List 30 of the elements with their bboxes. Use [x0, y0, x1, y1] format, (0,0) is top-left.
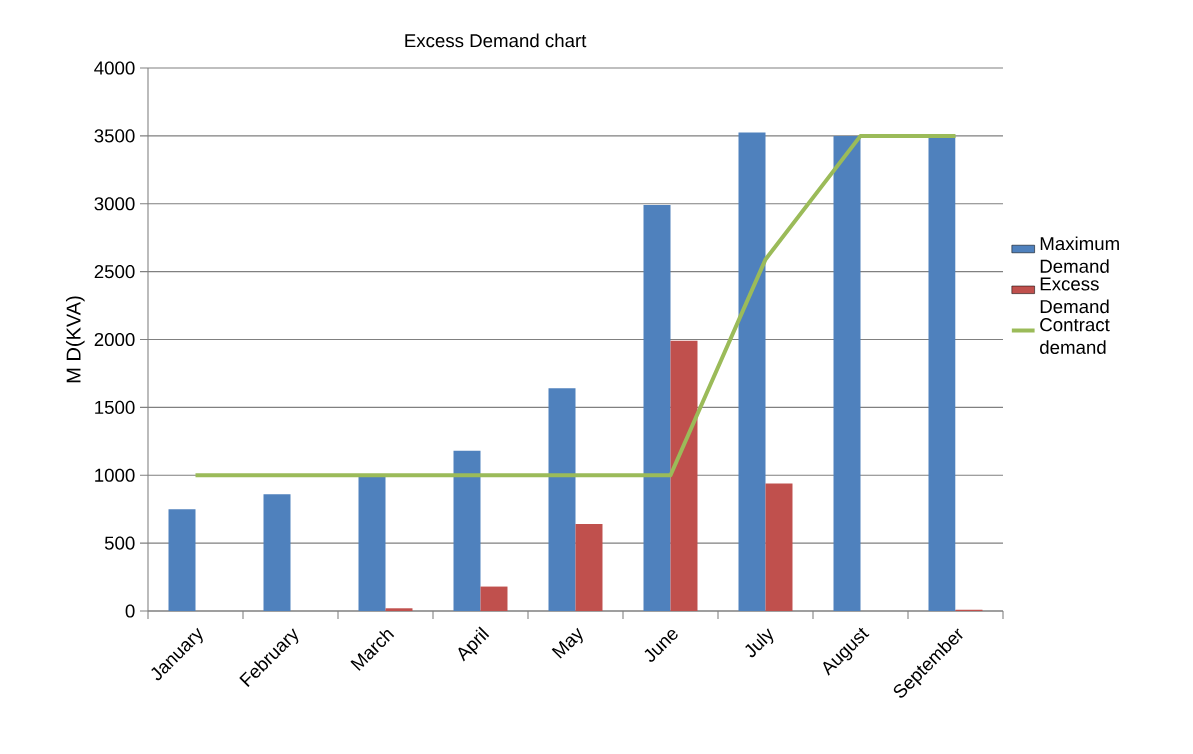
- y-tick-label: 3000: [94, 197, 135, 211]
- y-tick-label: 2500: [94, 265, 135, 279]
- bar: [928, 135, 956, 611]
- bar: [765, 483, 793, 611]
- bar: [263, 494, 291, 611]
- bar: [358, 476, 386, 611]
- y-axis-title: M D(KVA): [65, 296, 85, 383]
- bar: [833, 135, 861, 611]
- bar: [738, 132, 766, 611]
- legend-label: Contract demand: [1040, 318, 1110, 355]
- y-tick-label: 2000: [94, 332, 135, 347]
- chart-title: Excess Demand chart: [405, 33, 587, 48]
- y-tick-label: 1500: [95, 400, 135, 414]
- bar: [643, 205, 671, 611]
- bar: [548, 388, 576, 611]
- bar: [670, 340, 698, 611]
- bar: [453, 450, 481, 611]
- y-tick-label: 0: [125, 604, 135, 618]
- bar: [480, 586, 508, 611]
- y-tick-label: 500: [104, 536, 135, 550]
- x-tick-label: May: [551, 627, 583, 659]
- y-tick-label: 3500: [94, 129, 135, 143]
- y-tick-label: 4000: [94, 61, 135, 75]
- x-tick-label: July: [745, 628, 774, 658]
- legend-label: Excess Demand: [1040, 277, 1109, 314]
- legend-label: Maximum Demand: [1040, 236, 1119, 273]
- bar: [385, 608, 413, 611]
- bar: [168, 509, 196, 611]
- bar: [575, 524, 603, 611]
- y-tick-label: 1000: [95, 468, 135, 482]
